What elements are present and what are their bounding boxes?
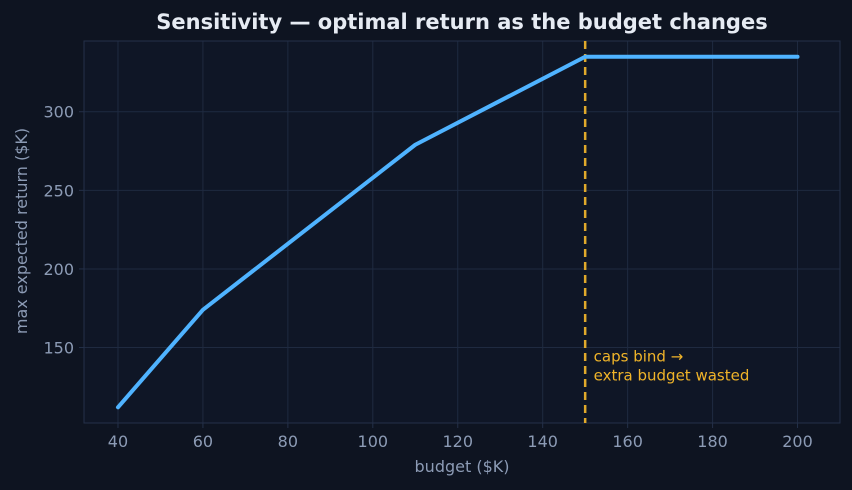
x-axis-ticks: 40 60 80 100 120 140 160 180 200 xyxy=(108,423,813,451)
x-tick-label: 200 xyxy=(782,432,813,451)
y-tick-label: 250 xyxy=(43,181,74,200)
x-axis-label: budget ($K) xyxy=(415,457,510,476)
x-tick-label: 100 xyxy=(358,432,389,451)
x-tick-label: 160 xyxy=(612,432,643,451)
plot-area xyxy=(84,41,840,423)
series-line xyxy=(115,54,800,410)
annotation-line: caps bind → xyxy=(594,348,684,366)
y-axis-ticks: 150 200 250 300 xyxy=(43,103,84,358)
x-tick-label: 60 xyxy=(193,432,213,451)
chart-title: Sensitivity — optimal return as the budg… xyxy=(156,10,767,34)
annotation-line: extra budget wasted xyxy=(594,367,750,385)
x-tick-label: 140 xyxy=(527,432,558,451)
gridlines xyxy=(84,41,840,423)
y-tick-label: 150 xyxy=(43,339,74,358)
y-axis-label: max expected return ($K) xyxy=(12,128,31,334)
y-tick-label: 300 xyxy=(43,103,74,122)
y-tick-label: 200 xyxy=(43,260,74,279)
x-tick-label: 80 xyxy=(278,432,298,451)
plot-border xyxy=(83,40,841,424)
x-tick-label: 180 xyxy=(697,432,728,451)
axes-frame xyxy=(83,40,841,424)
x-tick-label: 40 xyxy=(108,432,128,451)
annotation-caps-bind: caps bind → extra budget wasted xyxy=(594,348,750,385)
x-tick-label: 120 xyxy=(442,432,473,451)
